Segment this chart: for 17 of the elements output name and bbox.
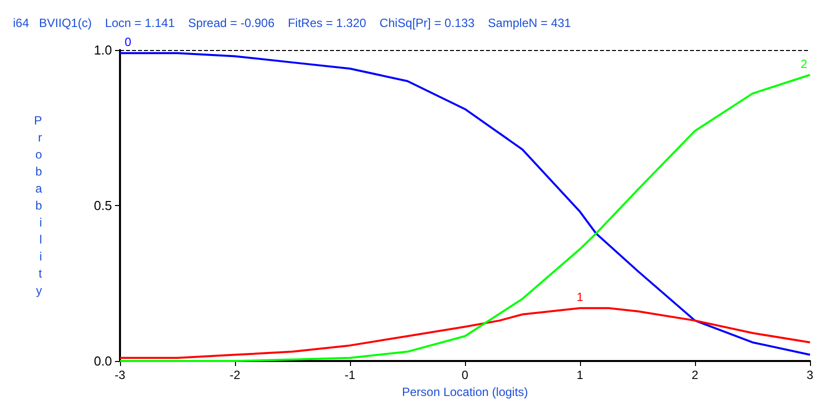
series-label: 2 bbox=[800, 56, 808, 71]
x-tick-label: 2 bbox=[692, 368, 699, 382]
line-series bbox=[119, 307, 811, 359]
y-tick-label: 0.5 bbox=[94, 198, 112, 213]
series-label: 0 bbox=[124, 35, 132, 50]
x-tick-label: 1 bbox=[576, 368, 584, 382]
text: Probability bbox=[34, 114, 42, 298]
chart-title: i64 BVIIQ1(c) Locn = 1.141 Spread = -0.906 FitRes = 1.320 ChiSq[Pr] = 0.133 SampleN = 431 bbox=[13, 16, 572, 30]
x-tick-label: -2 bbox=[230, 368, 241, 382]
x-tick-label: -1 bbox=[344, 368, 356, 382]
x-tick-label: 3 bbox=[806, 368, 814, 382]
series-label: 1 bbox=[576, 290, 584, 304]
x-tick-label: 0 bbox=[462, 368, 469, 382]
y-tick-label: 1.0 bbox=[94, 42, 112, 58]
x-axis-title: Person Location (logits) bbox=[402, 384, 528, 399]
x-tick-label: -3 bbox=[114, 368, 126, 382]
y-tick-label: 0.0 bbox=[94, 354, 112, 368]
